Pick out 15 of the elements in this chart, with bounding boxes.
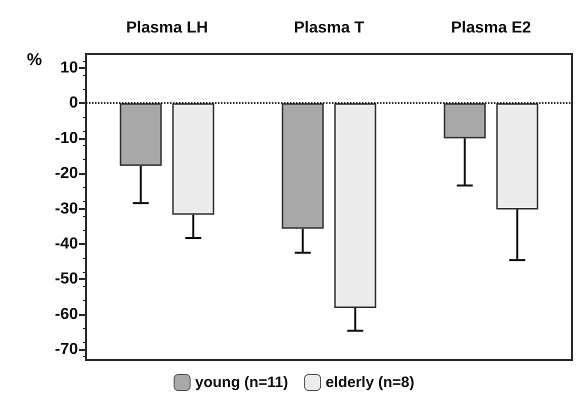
y-axis-title: % — [26, 50, 42, 69]
x-tick-label: Plasma T — [294, 20, 364, 36]
y-tick-label: 0 — [69, 94, 78, 112]
y-tick-label: -10 — [54, 130, 78, 147]
x-tick-label: Plasma E2 — [450, 20, 532, 36]
y-tick-label: -50 — [54, 270, 78, 288]
x-tick-label: Plasma LH — [126, 20, 208, 36]
y-tick-label: -70 — [54, 340, 78, 358]
y-tick-label: 10 — [60, 60, 78, 77]
y-tick-label: -30 — [54, 200, 78, 218]
legend-label: young (n=11) — [195, 374, 288, 391]
y-tick-label: -60 — [54, 306, 78, 323]
y-tick-label: -40 — [54, 235, 78, 252]
y-tick-label: -20 — [54, 165, 78, 182]
legend-label: elderly (n=8) — [326, 374, 414, 391]
